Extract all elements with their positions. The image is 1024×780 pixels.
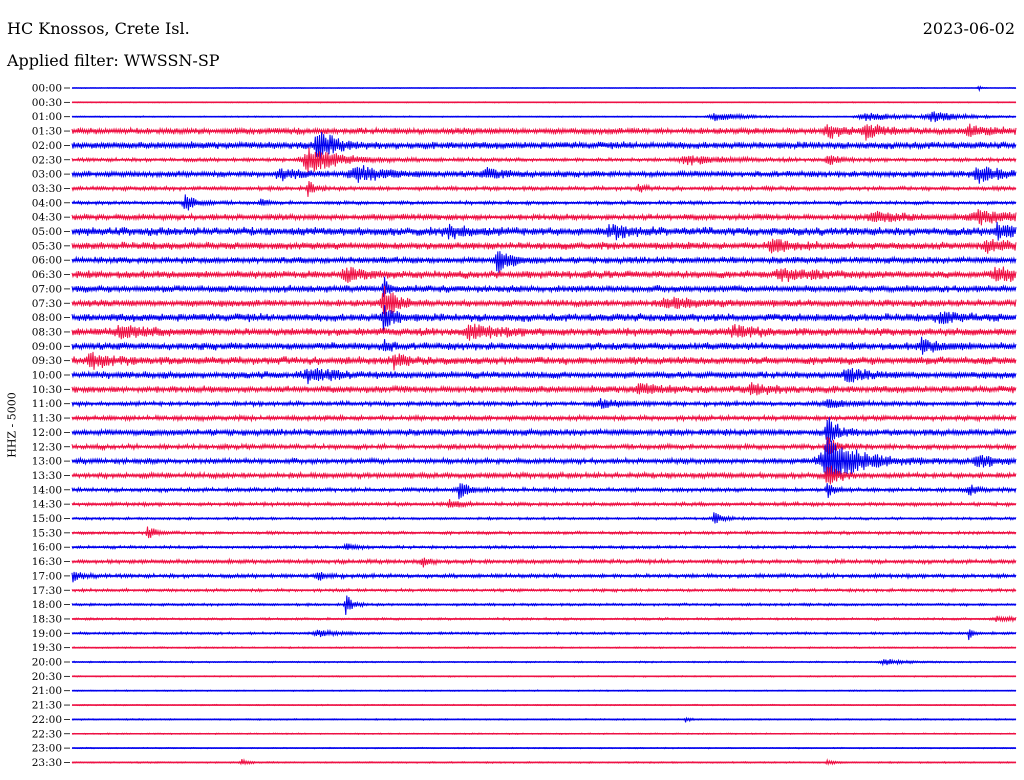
time-label: 20:30: [32, 671, 62, 683]
trace-line: [71, 557, 1017, 568]
time-label: 07:00: [32, 283, 62, 295]
time-label: 23:00: [32, 743, 62, 755]
filter-label: Applied filter: WWSSN-SP: [7, 51, 220, 70]
time-label: 11:30: [32, 413, 62, 425]
trace-line: [71, 209, 1017, 226]
time-label: 22:00: [32, 714, 62, 726]
time-label: 18:30: [32, 613, 62, 625]
time-label: 23:30: [32, 757, 62, 769]
time-label: 01:00: [32, 111, 62, 123]
trace-line: [71, 323, 1017, 341]
trace-line: [71, 266, 1017, 283]
trace-line: [71, 351, 1017, 371]
date-label: 2023-06-02: [922, 19, 1015, 38]
trace-line: [71, 571, 1017, 583]
trace-line: [71, 251, 1017, 273]
time-label: 14:30: [32, 499, 62, 511]
trace-line: [71, 285, 1017, 322]
trace-line: [71, 131, 1017, 161]
time-label: 00:00: [32, 83, 62, 95]
time-label: 03:00: [32, 169, 62, 181]
trace-line: [71, 413, 1017, 423]
time-label: 17:30: [32, 585, 62, 597]
trace-line: [71, 305, 1017, 333]
trace-line: [71, 436, 1017, 455]
trace-line: [71, 628, 1017, 641]
trace-line: [71, 336, 1017, 355]
time-label: 13:30: [32, 470, 62, 482]
time-label: 07:30: [32, 298, 62, 310]
trace-line: [71, 758, 1017, 766]
trace-line: [71, 367, 1017, 385]
time-label: 00:30: [32, 97, 62, 109]
time-label: 08:30: [32, 326, 62, 338]
time-label: 09:30: [32, 355, 62, 367]
time-label: 20:00: [32, 657, 62, 669]
time-label: 21:00: [32, 685, 62, 697]
trace-line: [71, 417, 1017, 445]
time-label: 13:00: [32, 456, 62, 468]
trace-line: [71, 439, 1017, 483]
time-label: 02:00: [32, 140, 62, 152]
time-label: 03:30: [32, 183, 62, 195]
time-label: 22:30: [32, 728, 62, 740]
time-label: 04:30: [32, 212, 62, 224]
station-title: HC Knossos, Crete Isl.: [7, 19, 190, 38]
time-label: 21:30: [32, 700, 62, 712]
time-label: 11:00: [32, 398, 62, 410]
time-label: 12:00: [32, 427, 62, 439]
time-label: 05:30: [32, 240, 62, 252]
trace-line: [71, 483, 1017, 500]
trace-line: [71, 587, 1017, 594]
time-label: 09:00: [32, 341, 62, 353]
time-label: 04:00: [32, 197, 62, 209]
time-label: 19:00: [32, 628, 62, 640]
time-label: 05:00: [32, 226, 62, 238]
trace-line: [71, 123, 1017, 141]
time-label: 15:30: [32, 527, 62, 539]
time-label: 16:00: [32, 542, 62, 554]
time-label: 15:00: [32, 513, 62, 525]
time-label: 16:30: [32, 556, 62, 568]
trace-line: [71, 238, 1017, 254]
time-label: 10:30: [32, 384, 62, 396]
trace-line: [71, 276, 1017, 298]
time-label: 14:00: [32, 484, 62, 496]
time-label: 06:00: [32, 255, 62, 267]
trace-line: [71, 382, 1017, 396]
time-label: 10:00: [32, 370, 62, 382]
time-label: 08:00: [32, 312, 62, 324]
trace-line: [71, 398, 1017, 409]
time-label: 12:30: [32, 441, 62, 453]
time-label: 19:30: [32, 642, 62, 654]
time-label: 02:30: [32, 154, 62, 166]
time-label: 18:00: [32, 599, 62, 611]
time-label: 17:00: [32, 570, 62, 582]
time-label: 06:30: [32, 269, 62, 281]
time-label: 01:30: [32, 126, 62, 138]
trace-line: [71, 465, 1017, 485]
trace-line: [71, 221, 1017, 241]
